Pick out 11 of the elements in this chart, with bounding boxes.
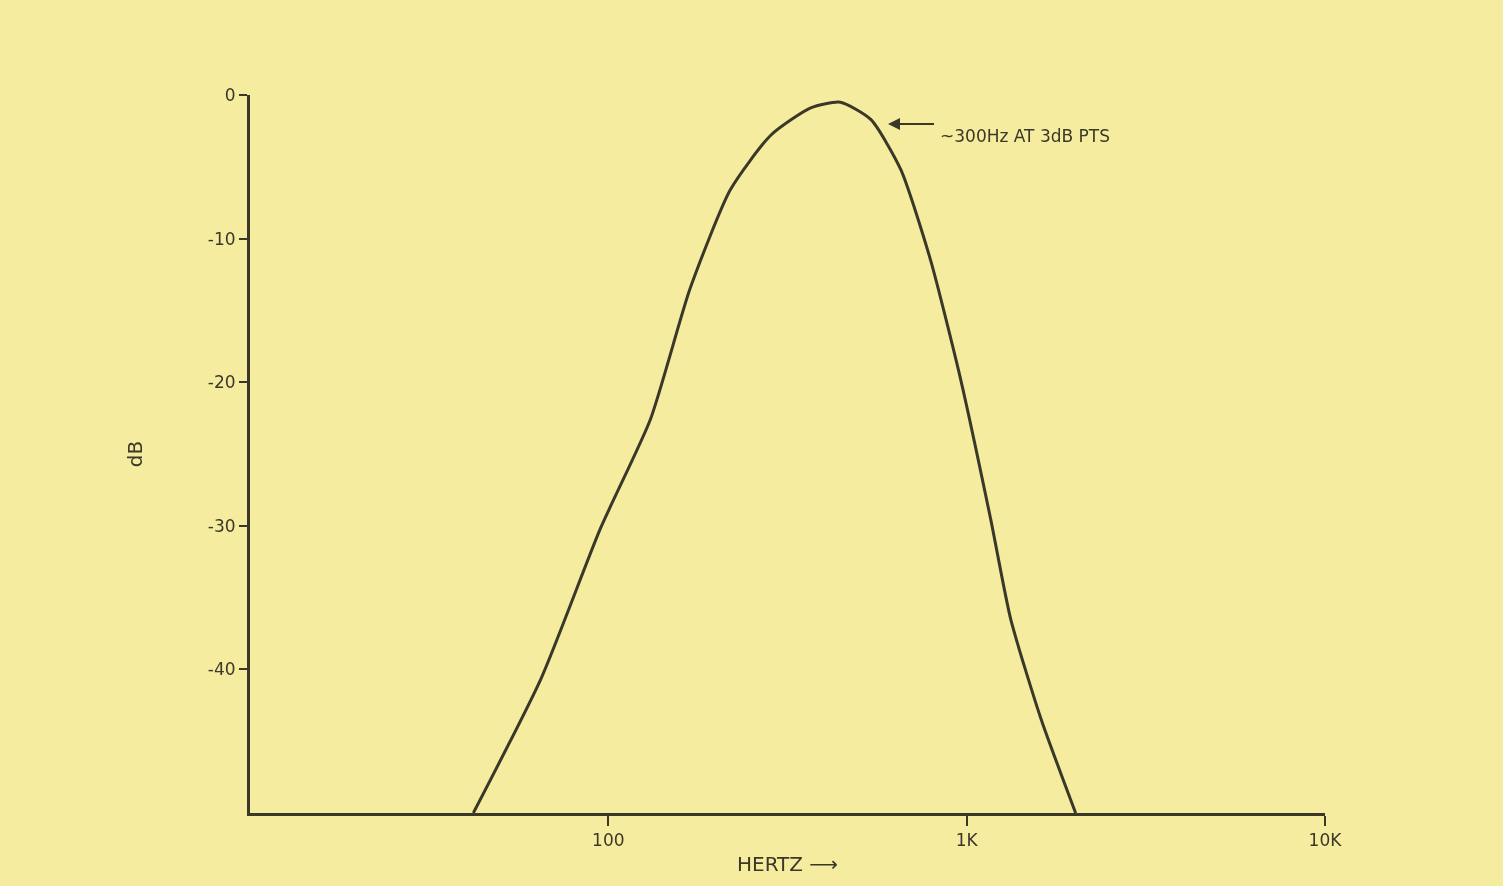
y-axis-title: dB: [123, 440, 148, 468]
y-tick-label: -40: [207, 659, 236, 680]
annotation: ~300Hz AT 3dB PTS: [940, 126, 1110, 146]
y-tick-label: 0: [224, 84, 236, 105]
y-tick-label: -20: [207, 372, 236, 393]
x-axis-title: HERTZ ⟶: [736, 851, 839, 876]
x-tick-label: 100: [592, 830, 625, 851]
y-tick-label: -10: [207, 228, 236, 249]
y-tick-label: -30: [207, 515, 236, 536]
x-tick-label: 10K: [1308, 830, 1343, 851]
x-tick-label: 1K: [955, 830, 979, 851]
